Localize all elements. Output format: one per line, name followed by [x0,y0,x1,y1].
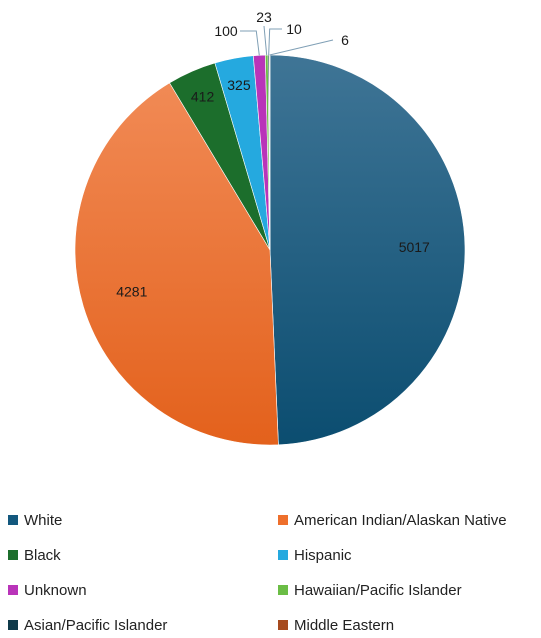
legend-label: Middle Eastern [294,616,395,634]
legend-swatch [278,515,288,525]
leader-line-unknown [240,30,260,56]
pie-slice-american-indian-alaskan-native [74,82,279,446]
leader-line-hawaiian-pacific-islander [263,25,268,56]
legend-swatch [8,515,18,525]
legend-swatch [278,585,288,595]
legend-label: American Indian/Alaskan Native [294,511,507,529]
data-label-white: 5017 [399,239,430,255]
legend-swatch [278,550,288,560]
data-label-asian-pacific-islander: 10 [286,21,302,37]
legend-item-hispanic: Hispanic [278,543,538,567]
data-label-hispanic: 325 [227,77,251,93]
legend-item-white: White [8,508,278,532]
legend-label: Hawaiian/Pacific Islander [294,581,462,599]
data-label-hawaiian-pacific-islander: 23 [256,9,272,25]
leader-line-middle-eastern [269,39,334,56]
legend-item-black: Black [8,543,278,567]
legend-swatch [8,585,18,595]
legend-item-hawaiian-pacific-islander: Hawaiian/Pacific Islander [278,578,538,602]
leader-line-asian-pacific-islander [268,28,282,56]
legend-label: Hispanic [294,546,352,564]
legend-swatch [8,550,18,560]
data-label-black: 412 [191,88,215,104]
pie-slice-white [269,54,466,446]
legend-swatch [278,620,288,630]
data-label-middle-eastern: 6 [341,32,349,48]
legend: White American Indian/Alaskan Native Black… [8,508,538,637]
legend-item-asian-pacific-islander: Asian/Pacific Islander [8,613,278,637]
legend-item-middle-eastern: Middle Eastern [278,613,538,637]
legend-item-american-indian-alaskan-native: American Indian/Alaskan Native [278,508,538,532]
legend-label: White [24,511,63,529]
data-label-american-indian-alaskan-native: 4281 [116,284,147,300]
legend-label: Unknown [24,581,87,599]
data-label-unknown: 100 [214,23,238,39]
legend-label: Black [24,546,61,564]
legend-label: Asian/Pacific Islander [24,616,168,634]
legend-swatch [8,620,18,630]
pie-chart: 5017 4281 412 325 100 23 10 6 [74,9,466,446]
legend-item-unknown: Unknown [8,578,278,602]
